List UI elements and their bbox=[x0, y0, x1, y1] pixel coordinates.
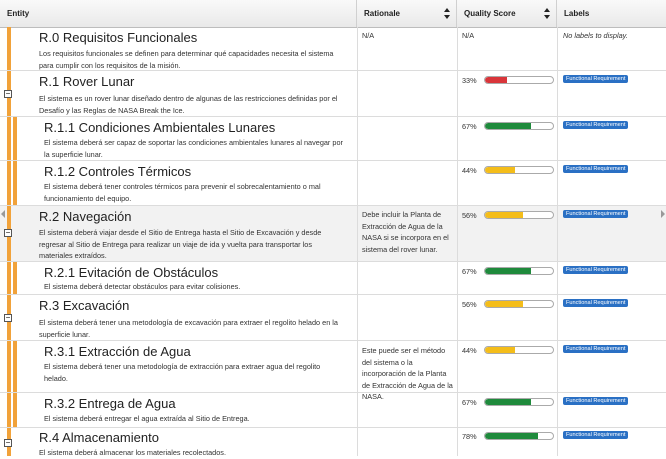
requirement-description: El sistema deberá tener controles térmic… bbox=[44, 182, 321, 203]
table-row[interactable]: R.1.2 Controles Térmicos El sistema debe… bbox=[0, 161, 666, 206]
quality-score-text: 56% bbox=[462, 211, 477, 220]
requirement-description: El sistema deberá entregar el agua extra… bbox=[44, 414, 250, 423]
table-header: Entity Rationale Quality Score Labels bbox=[0, 0, 666, 28]
requirement-title: R.1.2 Controles Térmicos bbox=[44, 164, 192, 179]
collapse-icon[interactable]: − bbox=[4, 438, 12, 447]
table-row[interactable]: R.3.1 Extracción de Agua El sistema debe… bbox=[0, 341, 666, 401]
quality-score-text: 67% bbox=[462, 267, 477, 276]
requirement-title: R.2 Navegación bbox=[39, 209, 132, 224]
hierarchy-bar bbox=[13, 393, 17, 427]
label-badge[interactable]: Functional Requirement bbox=[563, 397, 629, 405]
requirement-description: El sistema es un rover lunar diseñado de… bbox=[39, 94, 338, 115]
quality-score-text: N/A bbox=[462, 31, 475, 40]
quality-score-meter bbox=[484, 211, 554, 219]
hierarchy-bar bbox=[7, 341, 11, 392]
sort-icon[interactable] bbox=[444, 8, 450, 19]
hierarchy-bar bbox=[7, 117, 11, 160]
quality-score-meter bbox=[484, 76, 554, 84]
hierarchy-bar bbox=[13, 341, 17, 392]
quality-score-meter bbox=[484, 267, 554, 275]
requirement-title: R.1.1 Condiciones Ambientales Lunares bbox=[44, 120, 276, 135]
requirement-description: El sistema deberá ser capaz de soportar … bbox=[44, 138, 343, 159]
no-labels-text: No labels to display. bbox=[563, 31, 628, 40]
table-row[interactable]: − R.4 Almacenamiento El sistema deberá a… bbox=[0, 428, 666, 457]
requirement-description: El sistema deberá detectar obstáculos pa… bbox=[44, 282, 241, 291]
quality-score-meter bbox=[484, 432, 554, 440]
requirement-title: R.1 Rover Lunar bbox=[39, 74, 135, 89]
chevron-left-icon bbox=[1, 210, 5, 218]
scroll-left-handle[interactable] bbox=[0, 200, 8, 230]
requirement-description: Los requisitos funcionales se definen pa… bbox=[39, 49, 334, 70]
hierarchy-bar bbox=[7, 161, 11, 205]
hierarchy-bar bbox=[13, 262, 17, 294]
label-badge[interactable]: Functional Requirement bbox=[563, 266, 629, 274]
quality-score-text: 67% bbox=[462, 122, 477, 131]
rationale-column-header[interactable]: Rationale bbox=[357, 0, 457, 27]
table-row[interactable]: R.0 Requisitos Funcionales Los requisito… bbox=[0, 27, 666, 71]
sort-icon[interactable] bbox=[544, 8, 550, 19]
hierarchy-bar bbox=[13, 117, 17, 160]
requirement-title: R.3.2 Entrega de Agua bbox=[44, 396, 176, 411]
label-badge[interactable]: Functional Requirement bbox=[563, 121, 629, 129]
rationale-text: N/A bbox=[362, 31, 375, 40]
quality-score-meter bbox=[484, 122, 554, 130]
quality-score-text: 78% bbox=[462, 432, 477, 441]
collapse-icon[interactable]: − bbox=[4, 313, 12, 322]
label-badge[interactable]: Functional Requirement bbox=[563, 165, 629, 173]
requirement-title: R.4 Almacenamiento bbox=[39, 430, 159, 445]
hierarchy-bar bbox=[13, 161, 17, 205]
hierarchy-bar bbox=[7, 262, 11, 294]
rationale-text: Este puede ser el método del sistema o l… bbox=[362, 346, 453, 401]
table-row[interactable]: − R.2 Navegación El sistema deberá viaja… bbox=[0, 206, 666, 262]
quality-score-text: 44% bbox=[462, 346, 477, 355]
requirement-description: El sistema deberá viajar desde el Sitio … bbox=[39, 228, 322, 260]
label-badge[interactable]: Functional Requirement bbox=[563, 299, 629, 307]
quality-score-column-header[interactable]: Quality Score bbox=[457, 0, 557, 27]
hierarchy-bar bbox=[7, 393, 11, 427]
quality-score-meter bbox=[484, 166, 554, 174]
quality-score-meter bbox=[484, 346, 554, 354]
entity-column-header[interactable]: Entity bbox=[0, 0, 357, 27]
requirement-description: El sistema deberá tener una metodología … bbox=[39, 318, 338, 339]
table-row[interactable]: − R.3 Excavación El sistema deberá tener… bbox=[0, 295, 666, 341]
requirement-title: R.0 Requisitos Funcionales bbox=[39, 30, 198, 45]
table-row[interactable]: R.2.1 Evitación de Obstáculos El sistema… bbox=[0, 262, 666, 295]
requirement-title: R.2.1 Evitación de Obstáculos bbox=[44, 265, 219, 280]
quality-score-meter bbox=[484, 398, 554, 406]
table-row[interactable]: R.3.2 Entrega de Agua El sistema deberá … bbox=[0, 393, 666, 428]
quality-score-text: 67% bbox=[462, 398, 477, 407]
quality-score-text: 33% bbox=[462, 76, 477, 85]
table-row[interactable]: − R.1 Rover Lunar El sistema es un rover… bbox=[0, 71, 666, 117]
label-badge[interactable]: Functional Requirement bbox=[563, 345, 629, 353]
requirement-description: El sistema deberá tener una metodología … bbox=[44, 362, 321, 383]
collapse-icon[interactable]: − bbox=[4, 89, 12, 98]
quality-score-text: 44% bbox=[462, 166, 477, 175]
label-badge[interactable]: Functional Requirement bbox=[563, 210, 629, 218]
requirement-title: R.3.1 Extracción de Agua bbox=[44, 344, 191, 359]
rationale-text: Debe incluir la Planta de Extracción de … bbox=[362, 210, 449, 254]
quality-score-meter bbox=[484, 300, 554, 308]
quality-score-text: 56% bbox=[462, 300, 477, 309]
label-badge[interactable]: Functional Requirement bbox=[563, 431, 629, 439]
requirement-description: El sistema deberá almacenar los material… bbox=[39, 448, 226, 457]
labels-column-header[interactable]: Labels bbox=[564, 9, 590, 18]
requirement-title: R.3 Excavación bbox=[39, 298, 130, 313]
chevron-right-icon bbox=[661, 210, 665, 218]
table-row[interactable]: R.1.1 Condiciones Ambientales Lunares El… bbox=[0, 117, 666, 161]
label-badge[interactable]: Functional Requirement bbox=[563, 75, 629, 83]
scroll-right-handle[interactable] bbox=[658, 200, 666, 230]
collapse-icon[interactable]: − bbox=[4, 228, 12, 237]
hierarchy-bar bbox=[7, 27, 11, 70]
